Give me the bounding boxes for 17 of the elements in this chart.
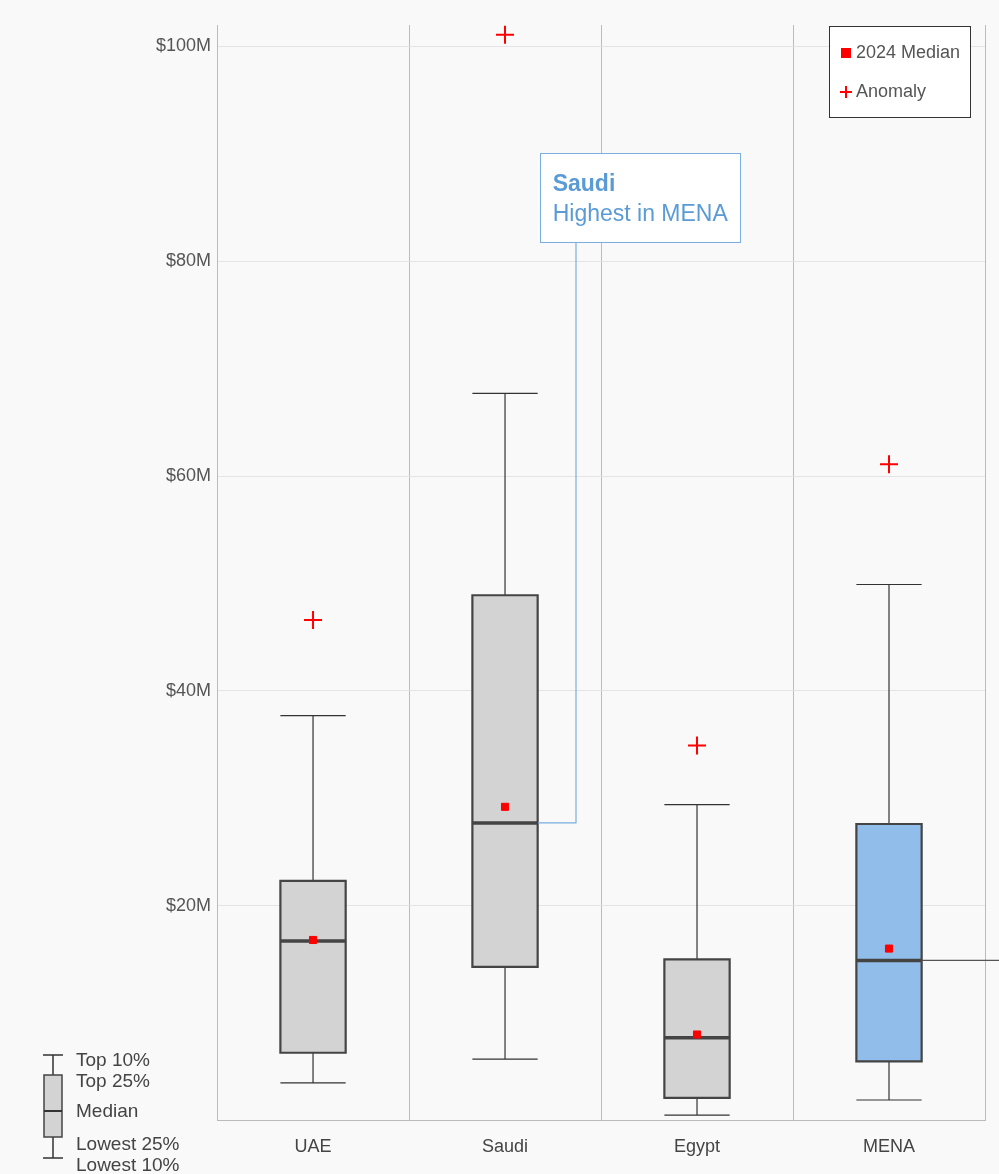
legend-label: Anomaly	[855, 81, 926, 102]
x-tick-label: Saudi	[482, 1136, 529, 1157]
legend-label: 2024 Median	[855, 42, 960, 63]
text: Top 10%	[76, 1049, 150, 1070]
y-tick-label: $100M	[155, 35, 212, 56]
y-tick-label: $40M	[166, 679, 212, 700]
x-tick-label: UAE	[294, 1136, 332, 1157]
y-tick-label: $60M	[166, 465, 212, 486]
annotation: Saudi Highest in MENA	[552, 169, 728, 228]
y-tick-label: $20M	[166, 894, 212, 915]
x-tick-label: Egypt	[674, 1136, 721, 1157]
text: Lowest 10%	[76, 1154, 180, 1174]
text: Lowest 25%	[76, 1133, 180, 1154]
x-tick-label: MENA	[863, 1136, 916, 1157]
text: Median	[76, 1100, 139, 1121]
text: Top 25%	[76, 1070, 150, 1091]
y-tick-label: $80M	[166, 250, 212, 271]
